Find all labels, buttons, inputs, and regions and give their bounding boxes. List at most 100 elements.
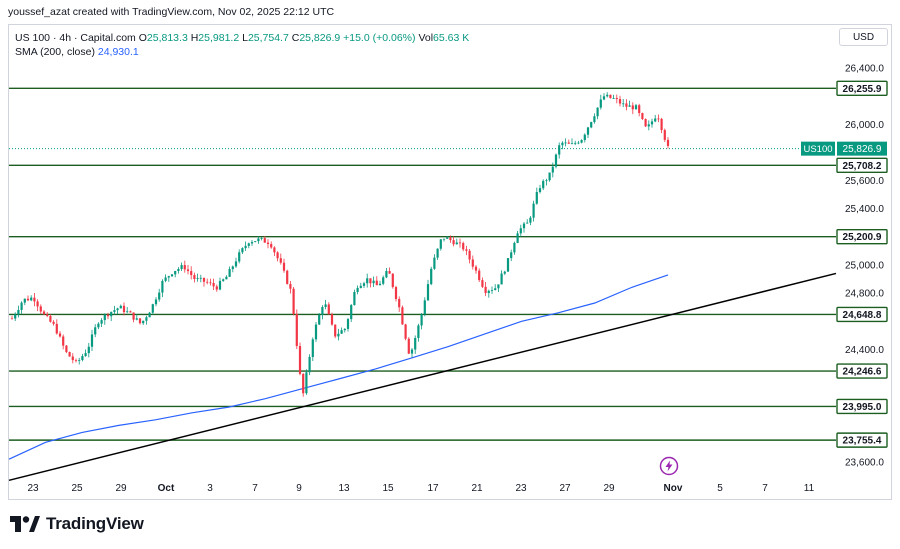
candle-body [538, 188, 542, 193]
candle-body [558, 145, 561, 155]
high-label: H [190, 32, 199, 44]
candle-body [529, 217, 532, 223]
candle-body [452, 240, 455, 245]
candle-body [71, 356, 74, 361]
candle-body [55, 323, 58, 334]
candle-body [218, 280, 222, 290]
sma-line [8, 274, 669, 460]
candle-body [433, 257, 436, 269]
sma-line-group [8, 274, 669, 460]
symbol-description[interactable]: US 100 · 4h · Capital.com [15, 32, 136, 44]
time-tick-label: 21 [471, 483, 483, 494]
candle-body [334, 324, 337, 337]
candle-body [87, 346, 90, 354]
candle-body [276, 252, 279, 259]
open-label: O [138, 32, 147, 44]
candle-body [116, 308, 119, 311]
candle-body [510, 252, 513, 259]
candle-body [311, 339, 314, 357]
candle-body [369, 278, 372, 284]
level-badge-label: 25,200.9 [843, 232, 882, 243]
candle-body [526, 222, 529, 224]
candle-body [14, 314, 17, 319]
candle-body [484, 286, 487, 294]
time-tick-label: 25 [71, 483, 83, 494]
price-tick-label: 25,600.0 [845, 176, 884, 187]
lightning-icon[interactable] [659, 456, 679, 476]
candle-body [228, 269, 231, 277]
candle-body [356, 287, 359, 292]
candle-body [446, 237, 449, 239]
candle-body [250, 242, 254, 244]
candle-body [586, 127, 590, 135]
candle-body [52, 321, 55, 324]
candle-body [135, 318, 138, 320]
candle-body [170, 274, 174, 277]
candle-body [551, 166, 554, 173]
candle-body [490, 290, 494, 291]
candle-body [372, 280, 375, 284]
candle-body [206, 281, 209, 283]
candle-body [590, 122, 593, 128]
price-badges: 26,255.9 25,708.2 25,200.9 24,648.8 24,246.6… [801, 80, 888, 448]
open-value: 25,813.3 [146, 32, 188, 44]
time-tick-label: 23 [515, 483, 527, 494]
candle-body [36, 301, 39, 307]
candle-body [548, 172, 551, 181]
candle-body [394, 287, 398, 300]
candle-body [148, 312, 151, 318]
price-axis: 26,400.0 26,000.0 25,600.0 25,400.0 25,000.0… [845, 64, 884, 469]
candle-body [436, 248, 439, 258]
candle-body [487, 290, 490, 294]
chart-panel[interactable] [8, 24, 892, 500]
low-value: 25,754.7 [247, 32, 289, 44]
volume-label: Vol [418, 32, 434, 44]
level-badge [836, 432, 888, 448]
candle-body [17, 309, 20, 315]
low-label: L [242, 32, 248, 44]
high-value: 25,981.2 [198, 32, 240, 44]
candle-body [628, 105, 631, 107]
time-tick-label: 17 [427, 483, 439, 494]
candle-body [321, 307, 324, 315]
candle-body [180, 265, 183, 269]
candle-body [542, 180, 545, 189]
candle-body [145, 317, 148, 321]
volume-value: 65.63 K [433, 32, 470, 44]
candle-body [657, 118, 660, 120]
candle-body [340, 330, 343, 334]
candle-body [183, 265, 186, 270]
currency-button[interactable]: USD [839, 28, 888, 46]
candle-body [74, 360, 78, 361]
price-tick-label: 23,600.0 [845, 458, 884, 469]
candle-body [78, 360, 81, 361]
candle-body [138, 318, 142, 324]
time-tick-label: 13 [338, 483, 350, 494]
trendline [8, 272, 837, 482]
candle-body [103, 314, 106, 321]
candle-body [273, 247, 276, 253]
last-price-label: 25,826.9 [843, 144, 882, 155]
time-tick-label: 7 [762, 483, 768, 494]
candle-body [410, 349, 414, 354]
candle-body [62, 336, 65, 346]
candle-body [26, 298, 30, 301]
candle-body [318, 314, 321, 325]
candle-body [622, 103, 625, 105]
candle-body [20, 302, 23, 310]
footer-brand[interactable]: TradingView [10, 514, 144, 534]
sma-label[interactable]: SMA (200, close) [15, 46, 95, 58]
candle-body [193, 275, 196, 280]
candle-body [346, 319, 350, 329]
change-value: +15.0 (+0.06%) [343, 32, 416, 44]
candle-body [516, 233, 519, 243]
candle-body [305, 372, 308, 394]
candle-body [638, 105, 641, 114]
candle-body [122, 305, 126, 313]
candle-body [110, 311, 113, 317]
candle-body [151, 304, 154, 313]
candle-body [522, 223, 526, 229]
candle-body [388, 270, 391, 274]
candle-body [481, 280, 484, 287]
